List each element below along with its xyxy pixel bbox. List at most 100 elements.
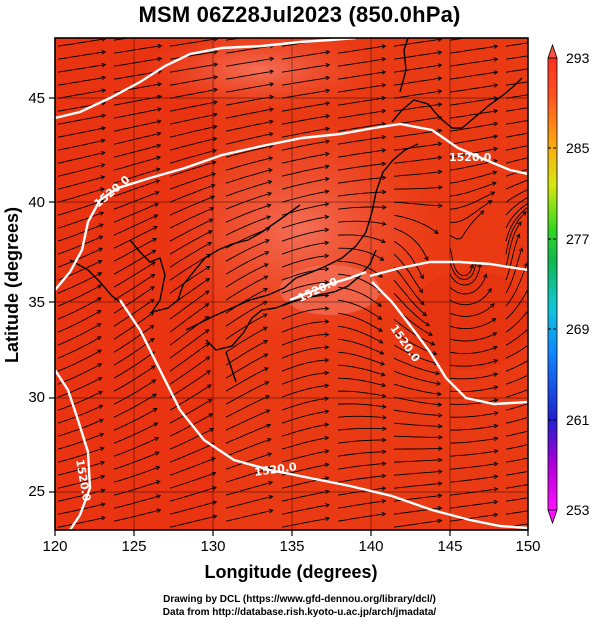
streamline xyxy=(57,433,104,450)
streamline-arrowhead xyxy=(324,332,330,337)
streamline-arrowhead xyxy=(325,516,331,522)
streamline xyxy=(113,144,161,158)
streamline-arrowhead xyxy=(324,409,330,414)
streamline-arrowhead xyxy=(437,128,443,134)
streamline xyxy=(169,38,218,47)
streamline-arrowhead xyxy=(212,148,218,154)
streamline-arrowhead xyxy=(204,303,210,308)
streamline-arrowhead xyxy=(101,49,107,55)
streamline-arrowhead xyxy=(100,474,106,480)
streamline xyxy=(337,273,382,293)
streamline-arrowhead xyxy=(493,372,499,377)
colorbar-tick-label: 285 xyxy=(566,140,590,156)
streamline-arrowhead xyxy=(492,170,498,176)
streamline xyxy=(57,247,103,268)
streamline xyxy=(113,120,161,132)
streamline xyxy=(505,94,528,99)
streamline xyxy=(225,120,274,132)
streamline xyxy=(113,480,161,496)
streamline-arrowhead xyxy=(381,393,387,399)
streamline xyxy=(281,410,329,424)
streamline-arrowhead xyxy=(493,423,499,429)
streamline-arrowhead xyxy=(149,298,155,304)
streamline xyxy=(113,38,131,41)
streamline-arrowhead xyxy=(266,438,272,443)
streamline xyxy=(113,156,161,171)
streamline-arrowhead xyxy=(436,381,442,386)
streamline-arrowhead xyxy=(324,293,330,298)
streamline-arrowhead xyxy=(97,272,103,277)
colorbar-tick-label: 269 xyxy=(566,321,590,337)
streamline xyxy=(449,488,498,496)
streamline xyxy=(113,45,162,54)
contour-label: 1520.0 xyxy=(449,151,492,164)
streamline xyxy=(57,200,104,216)
streamline xyxy=(57,297,102,320)
streamline xyxy=(57,377,102,398)
streamline xyxy=(225,251,269,275)
colorbar-top-arrow xyxy=(547,43,558,59)
streamline xyxy=(449,501,498,509)
streamline-arrowhead xyxy=(269,119,274,125)
streamline-arrowhead xyxy=(493,398,499,403)
streamline-arrowhead xyxy=(381,461,387,466)
streamline xyxy=(393,240,424,279)
streamline xyxy=(505,444,528,450)
streamline-arrowhead xyxy=(438,423,443,429)
streamline-arrowhead xyxy=(381,70,387,75)
x-tick-label: 125 xyxy=(121,538,146,555)
streamline xyxy=(57,176,105,190)
streamline-arrowhead xyxy=(269,69,275,75)
streamline-arrowhead xyxy=(157,107,162,112)
streamline-arrowhead xyxy=(324,476,330,481)
streamline-arrowhead xyxy=(382,204,387,210)
streamline xyxy=(169,399,212,424)
streamline xyxy=(113,379,156,405)
streamline xyxy=(57,76,106,86)
streamline xyxy=(169,218,213,242)
streamline-arrowhead xyxy=(269,56,275,62)
streamline xyxy=(225,133,273,145)
streamline-arrowhead xyxy=(151,379,157,384)
streamline xyxy=(281,437,329,450)
streamline-arrowhead xyxy=(212,514,218,519)
streamline-arrowhead xyxy=(149,324,155,330)
streamline xyxy=(337,84,386,93)
streamline-arrowhead xyxy=(422,311,428,317)
streamline xyxy=(505,497,528,502)
streamline-arrowhead xyxy=(324,227,330,233)
streamline-arrowhead xyxy=(381,382,387,388)
streamline-arrowhead xyxy=(427,331,433,336)
streamline-arrowhead xyxy=(262,326,268,331)
streamline xyxy=(225,169,273,184)
x-tick-label: 145 xyxy=(437,538,462,555)
streamline xyxy=(225,192,272,210)
streamline xyxy=(113,509,161,522)
streamline xyxy=(505,234,520,281)
streamline xyxy=(449,346,498,354)
streamline xyxy=(449,200,493,223)
streamline-arrowhead xyxy=(267,452,273,457)
streamline xyxy=(505,388,528,398)
streamline-arrowhead xyxy=(152,226,158,231)
credit-line-dcl: Drawing by DCL (https://www.gfd-dennou.o… xyxy=(163,594,436,605)
streamline xyxy=(281,268,329,281)
streamline xyxy=(225,340,268,366)
streamline xyxy=(113,393,157,418)
streamline xyxy=(449,135,498,145)
streamline xyxy=(337,513,386,522)
streamline xyxy=(225,96,274,106)
streamline xyxy=(449,373,498,380)
streamline-arrowhead xyxy=(381,148,387,153)
streamline xyxy=(169,515,217,528)
streamline xyxy=(449,122,498,132)
streamline xyxy=(225,481,273,496)
streamline xyxy=(337,176,386,184)
streamline xyxy=(281,504,330,515)
streamline xyxy=(281,51,330,60)
streamline xyxy=(281,229,329,242)
streamline xyxy=(393,214,439,234)
streamline-arrowhead xyxy=(381,473,387,479)
streamline xyxy=(505,344,528,359)
streamline-arrowhead xyxy=(437,505,443,511)
